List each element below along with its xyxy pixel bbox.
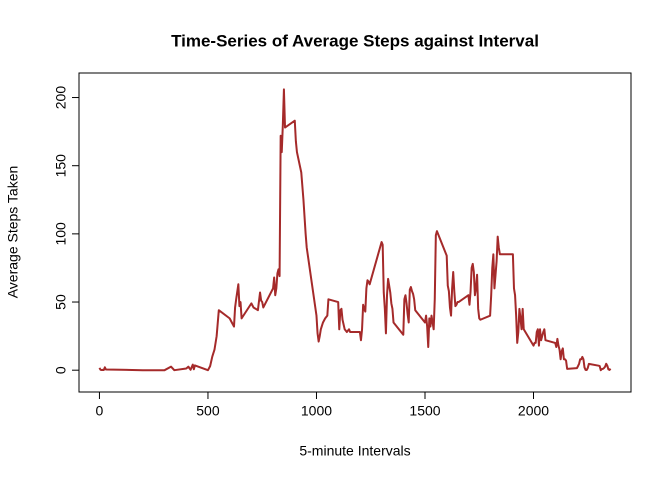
- y-tick-label: 200: [53, 86, 69, 110]
- y-tick-label: 150: [53, 154, 69, 178]
- y-axis-label: Average Steps Taken: [5, 166, 21, 299]
- x-tick-label: 0: [96, 403, 104, 419]
- y-tick-label: 100: [53, 222, 69, 246]
- x-tick-label: 2000: [518, 403, 549, 419]
- x-axis-label: 5-minute Intervals: [299, 443, 410, 459]
- chart-title: Time-Series of Average Steps against Int…: [171, 31, 539, 50]
- data-line: [98, 88, 612, 372]
- y-tick-label: 0: [53, 366, 69, 374]
- x-tick-label: 500: [196, 403, 220, 419]
- x-tick-label: 1500: [409, 403, 440, 419]
- x-tick-label: 1000: [301, 403, 332, 419]
- y-tick-label: 50: [53, 294, 69, 310]
